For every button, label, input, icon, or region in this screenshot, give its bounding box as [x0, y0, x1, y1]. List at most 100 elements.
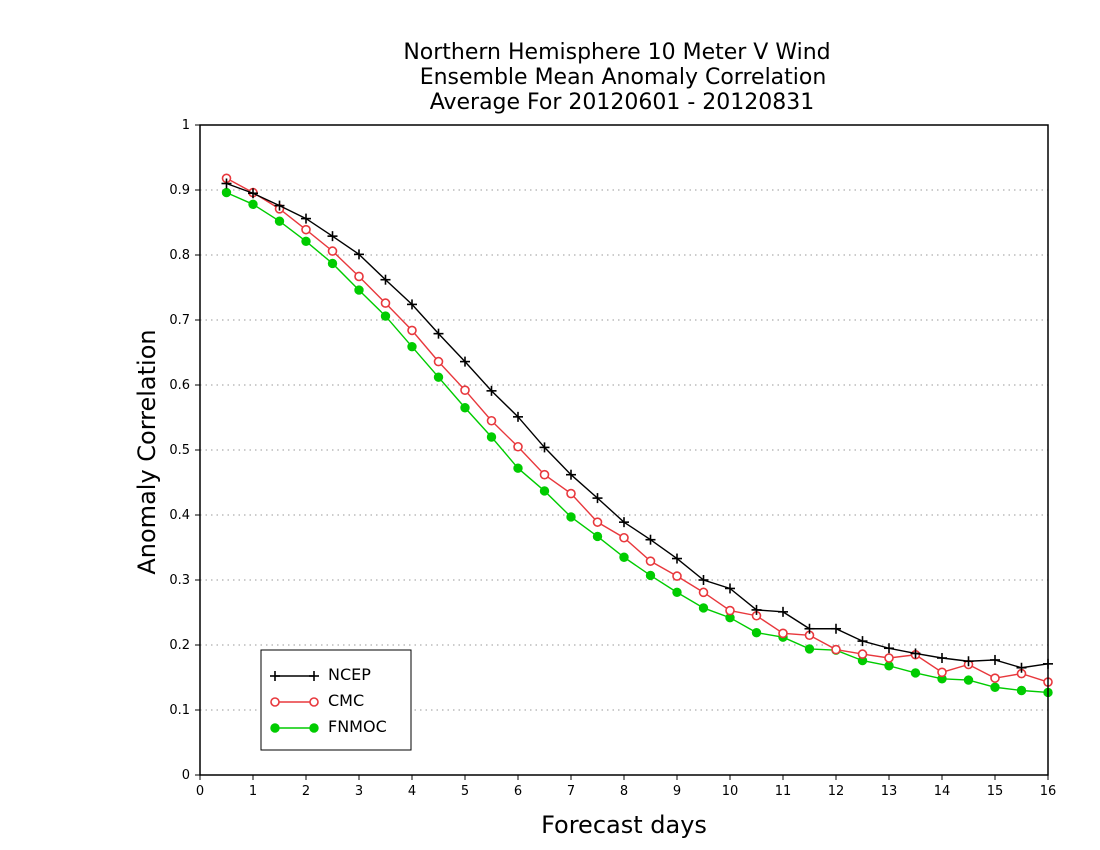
- series-cmc-point: [460, 385, 470, 396]
- series-fnmoc-point: [460, 403, 470, 413]
- x-tick-label: 7: [567, 784, 575, 799]
- series-ncep-point: [778, 606, 788, 617]
- series-fnmoc-point: [645, 570, 656, 581]
- series-cmc-point: [380, 298, 391, 308]
- series-cmc-point: [513, 441, 523, 452]
- x-tick-label: 6: [514, 784, 522, 799]
- series-ncep-point: [619, 517, 629, 528]
- series-cmc-point: [937, 667, 947, 678]
- series-ncep-point: [566, 469, 576, 480]
- series-ncep-point: [248, 188, 258, 199]
- series-ncep-point: [592, 493, 603, 504]
- series-ncep-point: [910, 648, 921, 659]
- series-ncep-point: [804, 623, 815, 634]
- x-tick-label: 10: [722, 784, 739, 799]
- series-ncep-point: [513, 411, 523, 422]
- plot-frame: [199, 124, 1049, 776]
- series-cmc-point: [354, 271, 364, 282]
- series-ncep-point: [698, 575, 709, 585]
- series-fnmoc-point: [698, 603, 709, 613]
- series-ncep-point: [274, 200, 285, 211]
- legend-sample-cmc-end-point: [309, 697, 319, 707]
- x-tick-label: 14: [934, 784, 951, 799]
- series-fnmoc-point: [221, 187, 232, 198]
- series-ncep-point: [645, 534, 656, 545]
- series-fnmoc-point: [380, 311, 391, 321]
- legend-sample-ncep-start-point: [270, 671, 280, 681]
- y-tick-label: 0.9: [169, 183, 190, 198]
- legend-label-cmc: CMC: [328, 691, 364, 710]
- legend-sample-fnmoc: [270, 723, 319, 733]
- series-ncep-point: [221, 178, 232, 189]
- x-tick-label: 2: [302, 784, 310, 799]
- series-fnmoc-point: [248, 199, 258, 210]
- series-cmc-point: [619, 532, 629, 543]
- series-fnmoc: [221, 187, 1053, 698]
- series-ncep-point: [354, 249, 364, 260]
- legend: NCEP CMC FNMOC: [260, 649, 412, 751]
- series-cmc-point: [592, 517, 603, 527]
- chart-title-line-2: Ensemble Mean Anomaly Correlation: [420, 65, 827, 90]
- series-cmc-line: [226, 177, 1049, 683]
- x-axis-title: Forecast days: [541, 811, 707, 839]
- series-ncep-point: [751, 604, 762, 615]
- series-fnmoc-point: [513, 463, 523, 473]
- series-ncep-point: [884, 643, 894, 654]
- series-fnmoc-point: [672, 587, 682, 598]
- series-fnmoc-point: [804, 644, 815, 654]
- series-fnmoc-point: [486, 432, 497, 442]
- x-tick-label: 8: [620, 784, 628, 799]
- x-tick-label: 1: [249, 784, 257, 799]
- plot-series: [221, 173, 1053, 698]
- legend-sample-fnmoc-start-point: [270, 723, 280, 733]
- series-cmc-point: [831, 644, 841, 655]
- series-fnmoc-point: [301, 236, 311, 247]
- x-tick-label: 4: [408, 784, 416, 799]
- series-ncep-point: [672, 553, 682, 564]
- legend-label-fnmoc: FNMOC: [328, 717, 387, 736]
- y-tick-label: 0.5: [169, 443, 190, 458]
- series-fnmoc-point: [619, 552, 629, 562]
- axis-ticks: 00.10.20.30.40.50.60.70.80.910 1 2 3 4 5 6 7 8 9 1…: [169, 118, 1056, 799]
- legend-sample-fnmoc-end-point: [309, 723, 319, 733]
- series-cmc-point: [857, 649, 868, 659]
- series-ncep-point: [380, 274, 391, 285]
- y-tick-label: 0.2: [169, 638, 190, 653]
- series-fnmoc-point: [1016, 685, 1027, 696]
- series-ncep-point: [1016, 662, 1027, 673]
- series-cmc-point: [566, 488, 576, 499]
- y-tick-label: 0.7: [169, 313, 190, 328]
- series-ncep-point: [990, 654, 1000, 665]
- series-cmc-point: [486, 415, 497, 426]
- y-tick-label: 0: [182, 768, 190, 783]
- series-fnmoc-point: [407, 341, 417, 352]
- series-ncep-point: [963, 656, 974, 667]
- series-fnmoc-point: [910, 668, 921, 678]
- series-cmc-point: [327, 246, 338, 256]
- series-fnmoc-point: [539, 486, 550, 496]
- y-tick-label: 0.1: [169, 703, 190, 718]
- legend-sample-ncep-end-point: [309, 671, 319, 681]
- x-tick-label: 9: [673, 784, 681, 799]
- grid-lines: [200, 189, 1048, 711]
- series-ncep-point: [831, 623, 841, 634]
- x-tick-label: 11: [775, 784, 792, 799]
- x-tick-label: 5: [461, 784, 469, 799]
- chart-title-line-1: Northern Hemisphere 10 Meter V Wind: [403, 40, 830, 65]
- series-ncep: [221, 178, 1053, 673]
- series-fnmoc-point: [327, 258, 338, 269]
- series-cmc-point: [778, 628, 788, 639]
- x-tick-label: 12: [828, 784, 845, 799]
- y-tick-label: 0.8: [169, 248, 190, 263]
- series-cmc-point: [698, 587, 709, 598]
- series-cmc-point: [433, 356, 444, 367]
- series-ncep-point: [486, 385, 497, 396]
- legend-sample-cmc: [270, 697, 319, 707]
- x-tick-label: 3: [355, 784, 363, 799]
- legend-box: [260, 649, 412, 751]
- series-ncep-point: [857, 636, 868, 647]
- y-tick-label: 0.4: [169, 508, 190, 523]
- series-fnmoc-point: [566, 512, 576, 522]
- series-cmc-point: [301, 224, 311, 235]
